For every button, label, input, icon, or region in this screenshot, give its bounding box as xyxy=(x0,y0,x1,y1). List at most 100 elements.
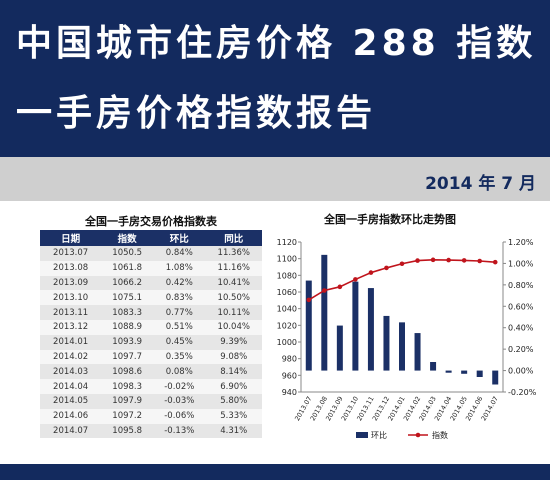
cell-date: 2014.02 xyxy=(40,349,102,365)
cell-index: 1083.3 xyxy=(101,305,154,320)
table-row: 2013.07 1050.5 0.84% 11.36% xyxy=(40,246,262,261)
table-row: 2014.03 1098.6 0.08% 8.14% xyxy=(40,364,262,380)
cell-date: 2014.07 xyxy=(40,423,102,439)
bar-mom xyxy=(445,370,452,373)
bar-mom xyxy=(399,322,405,371)
table-row: 2013.11 1083.3 0.77% 10.11% xyxy=(40,305,262,320)
index-point xyxy=(492,259,498,265)
cell-date: 2013.09 xyxy=(40,275,102,291)
cell-mom: -0.03% xyxy=(153,393,206,409)
cell-yoy: 9.08% xyxy=(205,349,262,365)
legend-label-mom: 环比 xyxy=(371,430,387,440)
right-tick-label: 1.00% xyxy=(508,259,534,268)
bar-mom xyxy=(476,370,483,377)
cell-index: 1088.9 xyxy=(101,319,154,335)
footer-bar xyxy=(0,464,550,480)
table-title: 全国一手房交易价格指数表 xyxy=(85,215,217,228)
mom-trend-chart: 940 960 980 1000 1020 1040 1060 1080 1100 1120 -0.… xyxy=(277,238,537,440)
cell-index: 1095.8 xyxy=(101,423,154,439)
table-row: 2013.12 1088.9 0.51% 10.04% xyxy=(40,319,262,335)
table-row: 2013.09 1066.2 0.42% 10.41% xyxy=(40,275,262,291)
cell-yoy: 10.04% xyxy=(205,319,262,335)
price-index-table: 日期 指数 环比 同比 2013.07 1050.5 0.84% 11.36% 2013… xyxy=(40,230,262,439)
date-bar: 2014 年 7 月 xyxy=(0,157,550,201)
table-row: 2014.01 1093.9 0.45% 9.39% xyxy=(40,334,262,350)
cell-date: 2013.11 xyxy=(40,305,102,320)
cell-mom: 0.83% xyxy=(153,290,206,306)
cell-mom: 1.08% xyxy=(153,260,206,276)
index-point xyxy=(430,257,436,263)
bar-mom xyxy=(414,333,421,371)
cell-index: 1050.5 xyxy=(101,246,154,261)
cell-date: 2014.01 xyxy=(40,334,102,350)
cell-mom: 0.51% xyxy=(153,319,206,335)
cell-index: 1093.9 xyxy=(101,334,154,350)
left-tick-label: 940 xyxy=(282,388,297,397)
left-tick-label: 1040 xyxy=(277,305,297,314)
right-tick-label: 0.60% xyxy=(508,302,534,311)
cell-yoy: 11.36% xyxy=(205,246,262,261)
cell-yoy: 10.11% xyxy=(205,305,262,320)
cell-index: 1075.1 xyxy=(101,290,154,306)
index-point xyxy=(477,258,482,264)
chart-title: 全国一手房指数环比走势图 xyxy=(324,213,456,226)
bar-mom xyxy=(321,254,328,371)
cell-yoy: 8.14% xyxy=(205,364,262,380)
right-tick-label: 1.20% xyxy=(508,238,534,247)
right-tick-label: 0.20% xyxy=(508,345,534,354)
right-tick-label: 0.00% xyxy=(508,367,534,376)
left-tick-label: 1060 xyxy=(277,288,297,297)
table-row: 2014.06 1097.2 -0.06% 5.33% xyxy=(40,408,262,424)
cell-mom: 0.77% xyxy=(153,305,206,320)
right-tick-label: 0.80% xyxy=(508,281,534,290)
cell-index: 1097.2 xyxy=(101,408,154,424)
cell-yoy: 6.90% xyxy=(205,379,262,394)
index-point xyxy=(415,258,420,263)
bar-mom xyxy=(367,288,374,371)
bar-mom xyxy=(461,370,468,374)
table-row: 2014.02 1097.7 0.35% 9.08% xyxy=(40,349,262,365)
table-body: 2013.07 1050.5 0.84% 11.36% 2013.08 1061.8 1.0… xyxy=(40,246,262,439)
cell-yoy: 9.39% xyxy=(205,334,262,350)
cell-mom: -0.02% xyxy=(153,379,206,394)
bar-mom xyxy=(492,370,499,385)
left-tick-label: 1100 xyxy=(277,255,297,264)
index-point xyxy=(322,288,327,293)
right-tick-label: 0.40% xyxy=(508,324,534,333)
cell-date: 2013.08 xyxy=(40,260,102,276)
left-tick-label: 1080 xyxy=(277,271,297,280)
index-point xyxy=(337,284,343,290)
cell-date: 2014.06 xyxy=(40,408,102,424)
cell-date: 2014.04 xyxy=(40,379,102,394)
cell-date: 2014.03 xyxy=(40,364,102,380)
index-point xyxy=(353,277,358,282)
table-header-row: 日期 指数 环比 同比 xyxy=(40,230,262,246)
table-row: 2013.10 1075.1 0.83% 10.50% xyxy=(40,290,262,306)
left-tick-label: 1120 xyxy=(277,238,297,247)
cell-yoy: 10.50% xyxy=(205,290,262,306)
legend-label-index: 指数 xyxy=(432,430,448,440)
left-tick-label: 1000 xyxy=(277,338,297,347)
legend-marker-index xyxy=(415,432,421,438)
cell-date: 2013.12 xyxy=(40,319,102,335)
index-point xyxy=(461,258,467,263)
cell-mom: 0.08% xyxy=(153,364,206,380)
cell-index: 1066.2 xyxy=(101,275,154,291)
table-row: 2014.04 1098.3 -0.02% 6.90% xyxy=(40,379,262,394)
cell-date: 2014.05 xyxy=(40,393,102,409)
bar-mom xyxy=(430,362,437,371)
column-header-yoy: 同比 xyxy=(205,230,262,246)
left-tick-label: 1020 xyxy=(277,321,297,330)
bar-mom xyxy=(383,315,390,371)
column-header-date: 日期 xyxy=(40,230,102,246)
table-row: 2014.05 1097.9 -0.03% 5.80% xyxy=(40,393,262,409)
right-tick-label: -0.20% xyxy=(508,388,537,397)
left-tick-label: 960 xyxy=(282,371,297,380)
cell-index: 1061.8 xyxy=(101,260,154,276)
cell-yoy: 11.16% xyxy=(205,260,262,276)
column-header-index: 指数 xyxy=(101,230,154,246)
cell-index: 1097.9 xyxy=(101,393,154,409)
bar-mom xyxy=(305,280,312,371)
cell-mom: 0.45% xyxy=(153,334,206,350)
cell-date: 2013.10 xyxy=(40,290,102,306)
